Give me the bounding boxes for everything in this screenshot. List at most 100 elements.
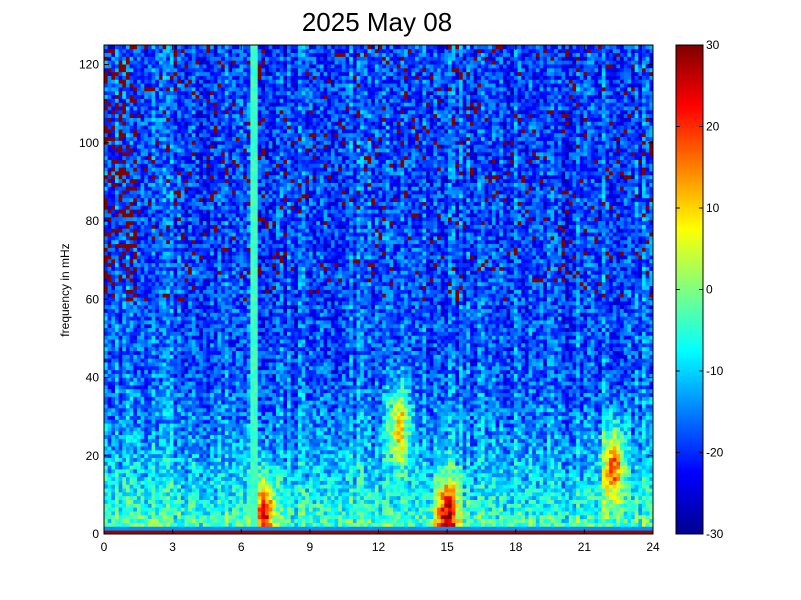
heatmap-cell xyxy=(188,251,193,256)
heatmap-cell xyxy=(151,87,156,92)
heatmap-cell xyxy=(133,331,138,336)
heatmap-cell xyxy=(104,193,109,199)
heatmap-cell xyxy=(177,312,182,317)
heatmap-cell xyxy=(206,499,211,504)
heatmap-cell xyxy=(191,511,196,516)
heatmap-cell xyxy=(235,71,240,76)
heatmap-cell xyxy=(162,182,167,187)
heatmap-cell xyxy=(243,518,248,523)
heatmap-cell xyxy=(177,243,182,248)
heatmap-cell xyxy=(136,354,141,359)
heatmap-cell xyxy=(224,446,229,451)
heatmap-cell xyxy=(111,278,116,283)
heatmap-cell xyxy=(184,125,189,130)
heatmap-cell xyxy=(206,155,211,161)
heatmap-cell xyxy=(210,136,215,141)
heatmap-cell xyxy=(125,171,131,176)
heatmap-cell xyxy=(155,102,160,107)
heatmap-cell xyxy=(104,258,109,264)
heatmap-cell xyxy=(199,209,204,214)
heatmap-cell xyxy=(202,419,207,424)
heatmap-cell xyxy=(118,327,123,332)
heatmap-cell xyxy=(122,300,127,306)
heatmap-cell xyxy=(243,289,248,294)
heatmap-cell xyxy=(144,232,149,237)
heatmap-cell xyxy=(166,327,171,332)
heatmap-cell xyxy=(191,129,196,134)
heatmap-cell xyxy=(118,507,123,512)
heatmap-cell xyxy=(239,220,244,225)
heatmap-cell xyxy=(133,98,138,103)
heatmap-cell xyxy=(118,350,123,355)
heatmap-cell xyxy=(232,159,237,164)
heatmap-cell xyxy=(228,312,233,317)
heatmap-cell xyxy=(177,129,182,134)
heatmap-cell xyxy=(210,365,215,371)
heatmap-cell xyxy=(221,491,226,497)
heatmap-cell xyxy=(155,308,160,313)
heatmap-cell xyxy=(133,136,138,141)
heatmap-cell xyxy=(184,132,189,138)
heatmap-cell xyxy=(224,434,229,439)
heatmap-cell xyxy=(158,87,163,92)
heatmap-cell xyxy=(213,427,218,432)
heatmap-cell xyxy=(169,109,174,115)
heatmap-cell xyxy=(111,213,116,218)
heatmap-cell xyxy=(191,312,196,317)
heatmap-cell xyxy=(111,503,116,508)
heatmap-cell xyxy=(239,526,244,531)
heatmap-cell xyxy=(122,342,127,348)
heatmap-cell xyxy=(111,186,116,191)
heatmap-cell xyxy=(195,297,200,302)
heatmap-cell xyxy=(206,75,211,80)
heatmap-cell xyxy=(232,358,237,363)
heatmap-cell xyxy=(177,201,182,206)
heatmap-cell xyxy=(144,373,149,378)
heatmap-cell xyxy=(177,495,182,501)
heatmap-cell xyxy=(129,480,134,485)
heatmap-cell xyxy=(177,453,182,458)
heatmap-cell xyxy=(114,94,120,99)
heatmap-cell xyxy=(169,140,174,145)
heatmap-cell xyxy=(144,476,149,481)
heatmap-cell xyxy=(114,220,120,225)
heatmap-cell xyxy=(151,312,156,317)
heatmap-cell xyxy=(232,132,237,138)
heatmap-cell xyxy=(188,243,193,248)
heatmap-cell xyxy=(136,75,141,80)
heatmap-cell xyxy=(221,209,226,214)
heatmap-cell xyxy=(177,339,182,344)
heatmap-cell xyxy=(217,480,222,485)
heatmap-cell xyxy=(111,377,116,382)
heatmap-cell xyxy=(184,98,189,103)
heatmap-cell xyxy=(104,442,109,447)
heatmap-cell xyxy=(224,270,229,275)
heatmap-cell xyxy=(213,465,218,470)
heatmap-cell xyxy=(122,465,127,470)
heatmap-cell xyxy=(125,293,131,298)
heatmap-cell xyxy=(151,232,156,237)
heatmap-cell xyxy=(180,186,185,191)
heatmap-cell xyxy=(151,480,156,485)
heatmap-cell xyxy=(162,247,167,252)
heatmap-cell xyxy=(166,236,171,241)
heatmap-cell xyxy=(180,109,185,115)
heatmap-cell xyxy=(122,125,127,130)
heatmap-cell xyxy=(202,484,207,489)
heatmap-cell xyxy=(133,90,138,96)
heatmap-cell xyxy=(140,430,145,436)
heatmap-cell xyxy=(133,144,138,149)
heatmap-cell xyxy=(232,385,237,390)
heatmap-cell xyxy=(151,94,156,99)
heatmap-cell xyxy=(111,327,116,332)
heatmap-cell xyxy=(221,79,226,84)
heatmap-cell xyxy=(144,472,149,478)
heatmap-cell xyxy=(191,71,196,76)
heatmap-cell xyxy=(188,102,193,107)
heatmap-cell xyxy=(173,346,178,352)
heatmap-cell xyxy=(206,140,211,145)
heatmap-cell xyxy=(210,125,215,130)
heatmap-cell xyxy=(151,423,156,428)
heatmap-cell xyxy=(206,109,211,115)
heatmap-cell xyxy=(151,300,156,306)
